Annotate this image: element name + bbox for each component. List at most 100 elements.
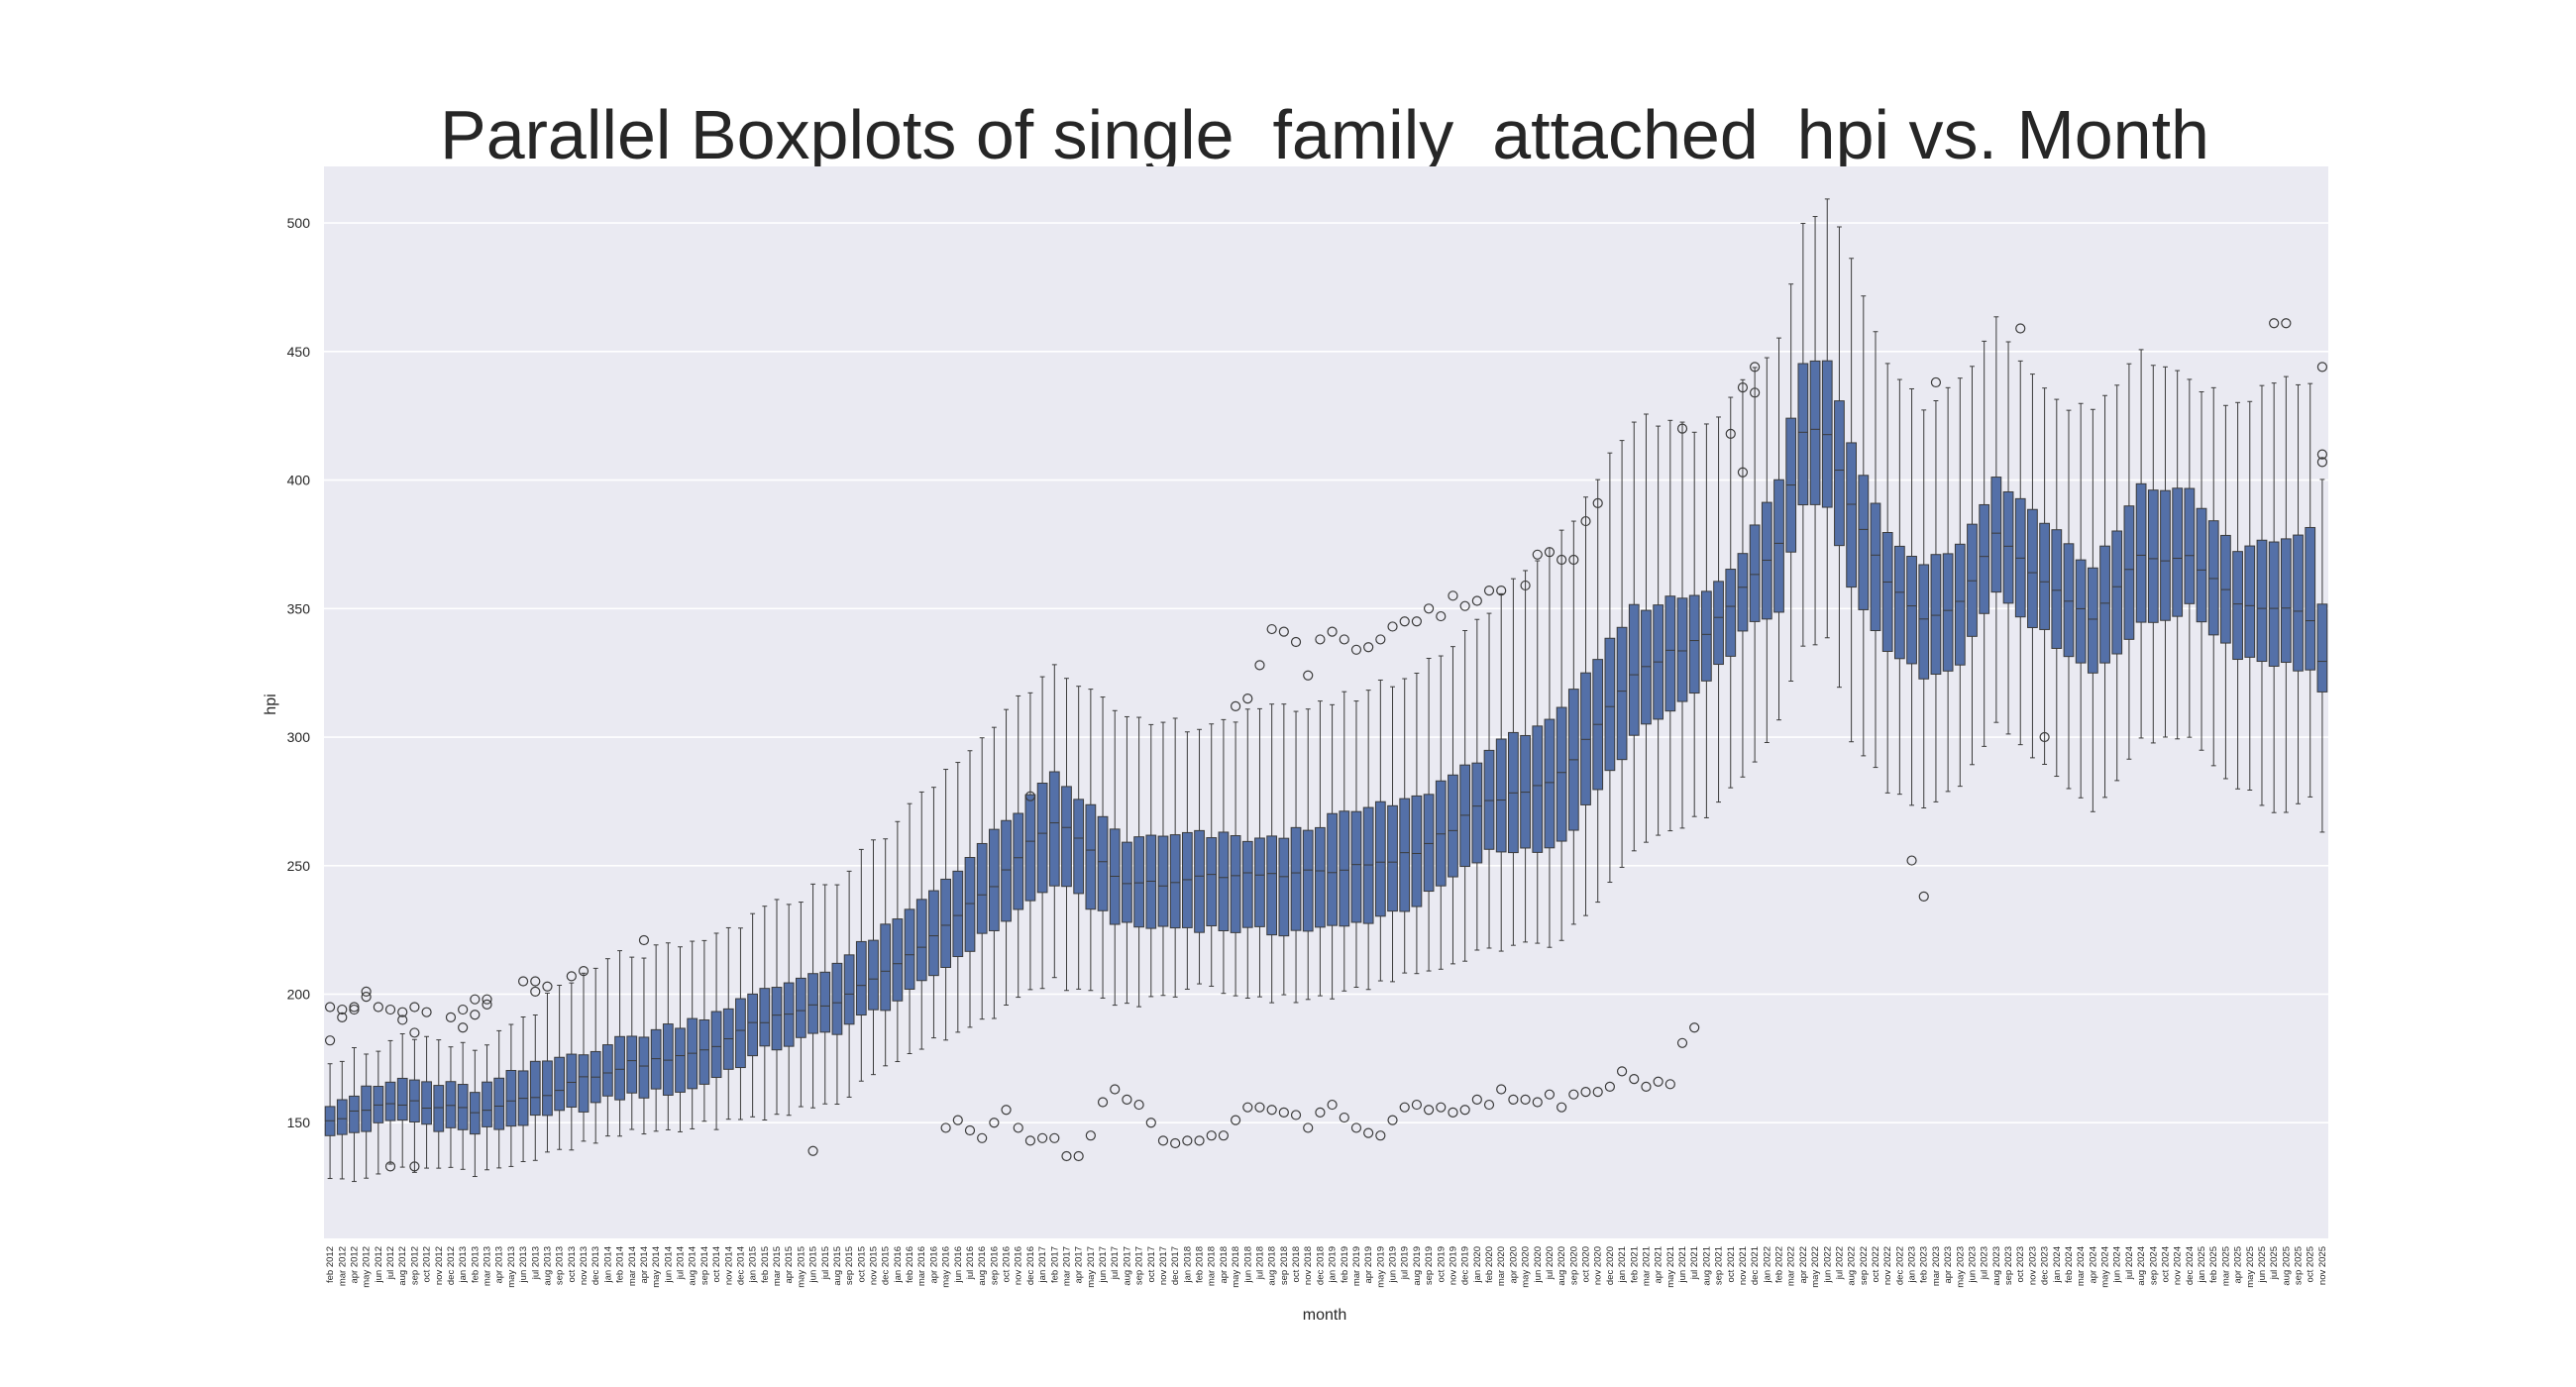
y-axis-ticks: 150 200 250 300 350 400 450 500: [287, 215, 311, 1130]
outlier-point: [1230, 1115, 1241, 1125]
outlier-point: [1448, 1107, 1458, 1118]
x-tick-label: sep 2025: [2294, 1246, 2305, 1285]
box-month-107: [1616, 440, 1628, 868]
box-month-115: [1713, 416, 1724, 803]
iqr-box: [952, 870, 964, 958]
box-month-165: [2316, 479, 2328, 833]
box-month-156: [2207, 386, 2219, 767]
outlier-point: [1556, 1102, 1567, 1113]
x-tick-label: jun 2016: [953, 1246, 964, 1283]
x-tick-label: mar 2023: [1931, 1246, 1942, 1286]
outlier-point: [1315, 1107, 1326, 1118]
x-tick-label: sep 2020: [1568, 1246, 1579, 1285]
outlier-point: [989, 1118, 1000, 1128]
box-month-92: [1435, 655, 1447, 970]
box-month-110: [1653, 425, 1664, 836]
box-month-30: [687, 940, 698, 1129]
outlier-point: [1689, 1022, 1700, 1033]
x-tick-label: mar 2012: [337, 1246, 348, 1286]
x-tick-label: apr 2025: [2233, 1246, 2244, 1284]
box-month-23: [602, 958, 613, 1137]
outlier-point: [2269, 318, 2280, 329]
box-month-24: [614, 950, 625, 1137]
box-month-74: [1218, 718, 1230, 995]
iqr-box: [2232, 551, 2243, 661]
x-tick-label: dec 2019: [1460, 1246, 1471, 1285]
box-month-39: [796, 902, 806, 1108]
outlier-point: [1242, 694, 1253, 704]
outlier-point: [1520, 1094, 1531, 1105]
box-month-61: [1061, 678, 1072, 992]
iqr-box: [566, 1053, 578, 1108]
x-tick-label: may 2018: [1231, 1246, 1241, 1288]
outlier-point: [1266, 623, 1277, 635]
x-tick-label: jun 2024: [2112, 1246, 2123, 1283]
box-month-59: [1036, 676, 1048, 990]
box-month-11: [457, 1041, 469, 1170]
box-month-97: [1495, 592, 1507, 952]
outlier-point: [530, 976, 541, 987]
outlier-point: [1206, 1130, 1217, 1141]
box-month-33: [722, 926, 734, 1120]
x-tick-label: dec 2016: [1025, 1246, 1036, 1285]
box-month-42: [831, 884, 843, 1106]
box-month-119: [1761, 357, 1772, 744]
x-tick-label: oct 2017: [1146, 1246, 1157, 1282]
iqr-box: [1725, 569, 1737, 657]
box-month-37: [771, 899, 783, 1116]
iqr-box: [1761, 501, 1772, 620]
iqr-box: [940, 878, 951, 969]
box-month-155: [2196, 391, 2207, 751]
iqr-box: [843, 954, 855, 1025]
x-tick-label: feb 2013: [470, 1246, 481, 1283]
outlier-point: [1750, 362, 1761, 373]
outlier-point: [1387, 621, 1398, 632]
iqr-box: [2111, 530, 2123, 655]
box-month-101: [1544, 547, 1556, 948]
x-tick-label: nov 2020: [1593, 1246, 1604, 1285]
x-tick-label: feb 2023: [1919, 1246, 1930, 1283]
x-tick-label: jan 2015: [748, 1246, 759, 1283]
box-month-47: [892, 820, 904, 1063]
box-month-1: [336, 1060, 348, 1180]
x-tick-label: feb 2014: [615, 1246, 626, 1283]
iqr-box: [2147, 489, 2159, 623]
iqr-box: [1411, 795, 1423, 907]
box-month-26: [638, 957, 650, 1135]
box-month-36: [759, 906, 771, 1121]
box-month-7: [409, 1038, 420, 1173]
box-month-53: [964, 750, 976, 1028]
x-tick-label: jun 2014: [663, 1246, 674, 1283]
x-tick-label: oct 2013: [567, 1246, 578, 1282]
outlier-point: [1122, 1094, 1132, 1105]
outlier-point: [1303, 670, 1314, 681]
outlier-point: [470, 1010, 481, 1020]
box-month-111: [1664, 419, 1676, 832]
iqr-box: [1206, 837, 1218, 927]
outlier-point: [458, 1004, 469, 1015]
x-tick-label: jun 2013: [518, 1246, 529, 1283]
box-month-87: [1374, 679, 1386, 982]
outlier-point: [1350, 1122, 1362, 1133]
outlier-point: [530, 986, 541, 998]
outlier-point: [1423, 603, 1435, 614]
box-month-102: [1556, 529, 1567, 941]
iqr-box: [1737, 553, 1749, 632]
iqr-box: [2051, 529, 2063, 649]
iqr-box: [1097, 815, 1109, 911]
box-month-126: [1846, 258, 1857, 743]
iqr-box: [1085, 803, 1097, 910]
x-tick-label: aug 2019: [1412, 1246, 1423, 1286]
outlier-point: [1242, 1102, 1253, 1113]
box-month-163: [2293, 383, 2304, 804]
iqr-box: [614, 1035, 625, 1101]
box-month-98: [1508, 578, 1519, 946]
box-month-153: [2172, 370, 2184, 740]
box-month-160: [2256, 384, 2268, 806]
iqr-box: [1194, 829, 1205, 933]
x-tick-label: apr 2021: [1654, 1246, 1664, 1284]
iqr-box: [1688, 594, 1700, 694]
x-tick-label: jul 2015: [820, 1246, 831, 1280]
outlier-point: [409, 1027, 420, 1038]
box-month-70: [1169, 717, 1181, 998]
